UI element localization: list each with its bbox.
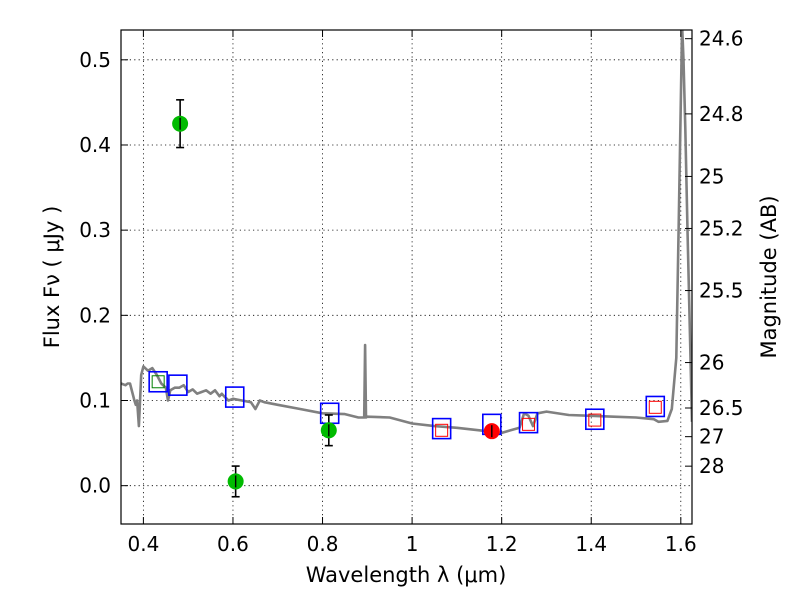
y-tick-label: 0.2 [79, 303, 111, 327]
marker-layer [148, 99, 666, 498]
x-tick-label: 0.6 [217, 532, 249, 556]
photometry-inner-box [648, 400, 662, 414]
plot-frame [120, 29, 693, 525]
mag-tick-label: 25.5 [699, 279, 744, 303]
mag-tick-label: 24.6 [699, 27, 744, 51]
x-tick-label: 0.8 [307, 532, 339, 556]
model-photometry-box [148, 370, 168, 393]
y2-axis-label: Magnitude (AB) [757, 195, 781, 358]
mag-tick-label: 25 [699, 164, 724, 188]
mag-tick-label: 27 [699, 425, 724, 449]
mag-tick-label: 24.8 [699, 102, 744, 126]
x-tick-label: 1 [406, 532, 419, 556]
y-tick-label: 0.5 [79, 48, 111, 72]
photometry-inner-box [588, 413, 602, 427]
y-tick-label: 0.4 [79, 133, 111, 157]
x-axis-label: Wavelength λ (μm) [306, 563, 507, 587]
label-layer: 0.4 0.6 0.8 1 1.2 1.4 1.6 0.0 0.1 0.2 0.3 0.4 0.5 24.… [79, 27, 743, 556]
model-photometry-box [585, 408, 605, 431]
x-tick-label: 1.4 [575, 532, 607, 556]
mag-tick-label: 28 [699, 454, 724, 478]
model-photometry-box [645, 395, 666, 418]
model-photometry-box [168, 374, 188, 396]
y-tick-label: 0.1 [79, 389, 111, 413]
x-tick-label: 0.4 [127, 532, 159, 556]
y-axis-label: Flux Fν ( μJy ) [40, 206, 64, 349]
photometry-inner-box [522, 417, 536, 431]
mag-tick-label: 26.5 [699, 396, 744, 420]
mag-tick-label: 25.2 [699, 216, 744, 240]
model-photometry-box [431, 417, 452, 440]
tick-layer [121, 30, 692, 524]
x-tick-label: 1.6 [665, 532, 697, 556]
y-tick-label: 0.3 [79, 218, 111, 242]
photometry-inner-box [151, 375, 165, 389]
model-photometry-box [224, 386, 245, 408]
x-tick-label: 1.2 [486, 532, 518, 556]
grid-layer [121, 30, 692, 524]
photometry-inner-box [435, 423, 449, 437]
mag-tick-label: 26 [699, 351, 724, 375]
model-photometry-box [518, 411, 539, 434]
y-tick-label: 0.0 [79, 474, 111, 498]
